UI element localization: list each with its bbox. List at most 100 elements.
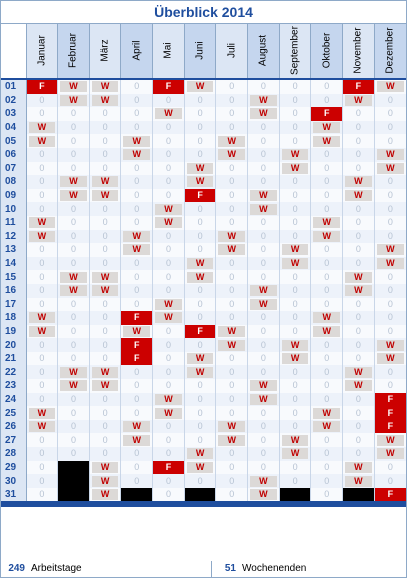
weekend-cell[interactable]: W <box>247 188 280 203</box>
weekend-cell[interactable]: W <box>57 365 90 380</box>
workday-cell[interactable]: 0 <box>310 175 343 189</box>
weekend-cell[interactable]: W <box>25 311 58 325</box>
workday-cell[interactable]: 0 <box>183 93 216 108</box>
workday-cell[interactable]: 0 <box>25 283 58 298</box>
workday-cell[interactable]: 0 <box>278 311 311 325</box>
workday-cell[interactable]: 0 <box>342 351 375 366</box>
month-header-2[interactable]: März <box>88 24 121 80</box>
holiday-cell[interactable]: F <box>120 338 153 352</box>
month-header-10[interactable]: November <box>342 24 375 80</box>
weekend-cell[interactable]: W <box>373 433 406 448</box>
workday-cell[interactable]: 0 <box>25 202 58 216</box>
weekend-cell[interactable]: W <box>57 93 90 108</box>
workday-cell[interactable]: 0 <box>88 324 121 339</box>
weekend-cell[interactable]: W <box>88 460 121 475</box>
workday-cell[interactable]: 0 <box>215 120 248 135</box>
holiday-cell[interactable]: F <box>120 311 153 325</box>
workday-cell[interactable]: 0 <box>152 243 185 257</box>
weekend-cell[interactable]: W <box>247 283 280 298</box>
workday-cell[interactable]: 0 <box>25 161 58 176</box>
workday-cell[interactable]: 0 <box>88 229 121 244</box>
workday-cell[interactable]: 0 <box>278 107 311 121</box>
workday-cell[interactable]: 0 <box>25 487 58 502</box>
weekend-cell[interactable]: W <box>152 311 185 325</box>
workday-cell[interactable]: 0 <box>278 460 311 475</box>
weekend-cell[interactable]: W <box>342 365 375 380</box>
workday-cell[interactable]: 0 <box>215 107 248 121</box>
workday-cell[interactable]: 0 <box>247 256 280 271</box>
workday-cell[interactable]: 0 <box>342 243 375 257</box>
workday-cell[interactable]: 0 <box>215 406 248 420</box>
workday-cell[interactable]: 0 <box>120 460 153 475</box>
workday-cell[interactable]: 0 <box>57 338 90 352</box>
weekend-cell[interactable]: W <box>25 324 58 339</box>
month-header-6[interactable]: Juli <box>215 24 248 80</box>
weekend-cell[interactable]: W <box>215 419 248 434</box>
workday-cell[interactable]: 0 <box>278 134 311 148</box>
workday-cell[interactable]: 0 <box>278 392 311 407</box>
weekend-cell[interactable]: W <box>88 487 121 502</box>
workday-cell[interactable]: 0 <box>310 351 343 366</box>
weekend-cell[interactable]: W <box>342 474 375 488</box>
workday-cell[interactable]: 0 <box>215 460 248 475</box>
workday-cell[interactable]: 0 <box>183 311 216 325</box>
weekend-cell[interactable]: W <box>373 351 406 366</box>
workday-cell[interactable]: 0 <box>183 392 216 407</box>
workday-cell[interactable]: 0 <box>215 283 248 298</box>
workday-cell[interactable]: 0 <box>310 79 343 94</box>
workday-cell[interactable]: 0 <box>342 311 375 325</box>
weekend-cell[interactable]: W <box>88 79 121 94</box>
month-header-11[interactable]: Dezember <box>373 24 406 80</box>
workday-cell[interactable]: 0 <box>183 406 216 420</box>
workday-cell[interactable]: 0 <box>120 297 153 312</box>
weekend-cell[interactable]: W <box>57 283 90 298</box>
weekend-cell[interactable]: W <box>152 215 185 230</box>
workday-cell[interactable]: 0 <box>88 120 121 135</box>
workday-cell[interactable]: 0 <box>183 283 216 298</box>
holiday-cell[interactable]: F <box>373 419 406 434</box>
workday-cell[interactable]: 0 <box>247 406 280 420</box>
weekend-cell[interactable]: W <box>25 229 58 244</box>
workday-cell[interactable]: 0 <box>57 351 90 366</box>
workday-cell[interactable]: 0 <box>342 419 375 434</box>
weekend-cell[interactable]: W <box>373 243 406 257</box>
weekend-cell[interactable]: W <box>57 175 90 189</box>
workday-cell[interactable]: 0 <box>247 229 280 244</box>
workday-cell[interactable]: 0 <box>278 120 311 135</box>
weekend-cell[interactable]: W <box>88 175 121 189</box>
workday-cell[interactable]: 0 <box>88 107 121 121</box>
workday-cell[interactable]: 0 <box>278 406 311 420</box>
workday-cell[interactable]: 0 <box>373 215 406 230</box>
workday-cell[interactable]: 0 <box>247 338 280 352</box>
holiday-cell[interactable]: F <box>373 392 406 407</box>
holiday-cell[interactable]: F <box>373 406 406 420</box>
workday-cell[interactable]: 0 <box>278 79 311 94</box>
weekend-cell[interactable]: W <box>183 175 216 189</box>
workday-cell[interactable]: 0 <box>120 406 153 420</box>
workday-cell[interactable]: 0 <box>183 147 216 162</box>
month-header-8[interactable]: September <box>278 24 311 80</box>
workday-cell[interactable]: 0 <box>278 324 311 339</box>
weekend-cell[interactable]: W <box>215 134 248 148</box>
holiday-cell[interactable]: F <box>25 79 58 94</box>
workday-cell[interactable]: 0 <box>278 175 311 189</box>
workday-cell[interactable]: 0 <box>247 419 280 434</box>
workday-cell[interactable]: 0 <box>310 202 343 216</box>
weekend-cell[interactable]: W <box>373 447 406 461</box>
workday-cell[interactable]: 0 <box>247 161 280 176</box>
weekend-cell[interactable]: W <box>247 379 280 393</box>
workday-cell[interactable]: 0 <box>25 256 58 271</box>
workday-cell[interactable]: 0 <box>88 392 121 407</box>
weekend-cell[interactable]: W <box>152 406 185 420</box>
weekend-cell[interactable]: W <box>310 215 343 230</box>
workday-cell[interactable]: 0 <box>247 120 280 135</box>
workday-cell[interactable]: 0 <box>342 324 375 339</box>
workday-cell[interactable]: 0 <box>215 79 248 94</box>
workday-cell[interactable]: 0 <box>310 474 343 488</box>
workday-cell[interactable]: 0 <box>152 283 185 298</box>
workday-cell[interactable]: 0 <box>57 324 90 339</box>
workday-cell[interactable]: 0 <box>88 147 121 162</box>
workday-cell[interactable]: 0 <box>342 338 375 352</box>
workday-cell[interactable]: 0 <box>120 283 153 298</box>
weekend-cell[interactable]: W <box>120 419 153 434</box>
